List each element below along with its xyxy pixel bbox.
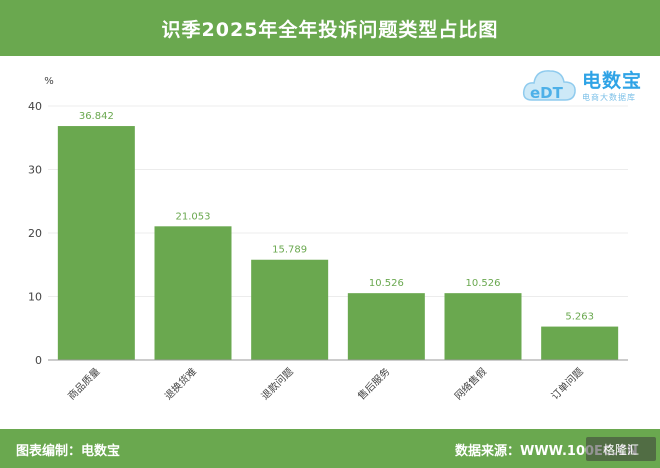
chart-title: 识季2025年全年投诉问题类型占比图	[161, 18, 499, 41]
x-tick-label: 订单问题	[548, 365, 585, 402]
bar	[251, 259, 329, 360]
logo-name: 电数宝	[582, 70, 643, 92]
bar-value-label: 5.263	[565, 312, 594, 323]
bar-value-label: 10.526	[466, 278, 501, 289]
bar	[541, 326, 619, 360]
cloud-logo-icon: eDT	[522, 70, 576, 102]
x-tick-label: 退换货难	[162, 365, 199, 402]
x-tick-label: 退款问题	[258, 365, 295, 402]
x-tick-label: 商品质量	[65, 365, 102, 402]
y-tick-label: 0	[35, 354, 42, 367]
logo-mark: eDT	[530, 84, 564, 102]
x-axis: 商品质量 退换货难 退款问题 售后服务 网络售假 订单问题	[65, 365, 586, 402]
y-axis-label: %	[44, 76, 54, 87]
bar	[57, 126, 135, 360]
y-tick-label: 10	[28, 291, 42, 304]
bars	[57, 126, 619, 360]
y-axis: 0 10 20 30 40	[28, 100, 42, 367]
bar-value-label: 10.526	[369, 278, 404, 289]
bar	[154, 226, 232, 360]
y-tick-label: 40	[28, 100, 42, 113]
x-tick-label: 售后服务	[355, 365, 392, 402]
bar-value-label: 15.789	[272, 245, 307, 256]
x-tick-label: 网络售假	[452, 365, 489, 402]
footer-credit: 图表编制：电数宝	[16, 444, 121, 459]
brand-logo: eDT 电数宝 电商大数据库	[520, 60, 650, 110]
grid	[48, 105, 628, 297]
title-bar: 识季2025年全年投诉问题类型占比图	[0, 0, 660, 56]
y-tick-label: 30	[28, 164, 42, 177]
bar	[347, 293, 425, 360]
bar	[444, 293, 522, 360]
bar-value-label: 36.842	[79, 111, 114, 122]
value-labels: 36.842 21.053 15.789 10.526 10.526 5.263	[79, 111, 594, 323]
footer: 图表编制：电数宝 数据来源：WWW.100EC.CN	[0, 429, 660, 468]
y-tick-label: 20	[28, 227, 42, 240]
logo-subtitle: 电商大数据库	[582, 93, 636, 102]
watermark: 格隆汇	[586, 437, 656, 461]
bar-chart: 0 10 20 30 40 % 36.842 21.053 15.789 10.526 10.5…	[28, 76, 628, 402]
bar-value-label: 21.053	[176, 211, 211, 222]
